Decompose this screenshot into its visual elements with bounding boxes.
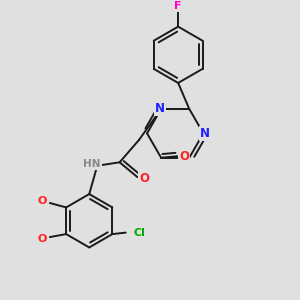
Text: O: O	[179, 150, 189, 163]
Text: HN: HN	[83, 159, 101, 169]
Text: Cl: Cl	[134, 228, 146, 238]
Text: O: O	[37, 233, 46, 244]
Text: O: O	[37, 196, 46, 206]
Text: O: O	[139, 172, 149, 185]
Text: F: F	[174, 2, 182, 11]
Text: N: N	[200, 127, 210, 140]
Text: N: N	[154, 102, 165, 116]
